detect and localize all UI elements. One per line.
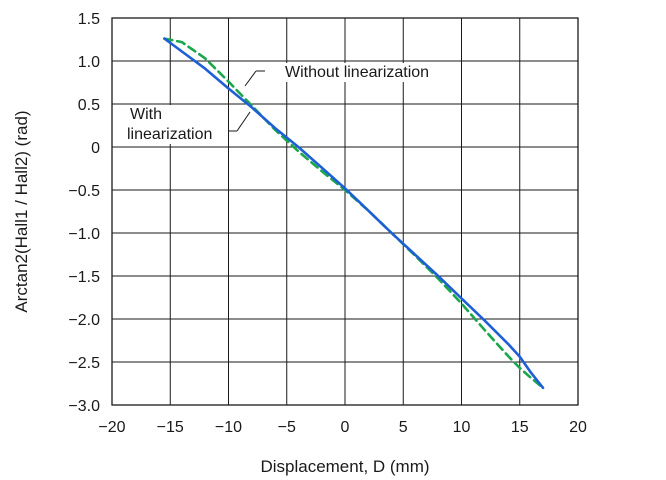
y-tick-label: −1.5 (68, 269, 100, 286)
y-tick-label: −0.5 (68, 183, 100, 200)
leader-line-without-linearization (244, 70, 257, 87)
y-tick-label: −2.5 (68, 355, 100, 372)
y-tick-label: −1.0 (68, 226, 100, 243)
x-tick-label: −20 (98, 419, 125, 436)
leader-line-with-linearization (236, 111, 251, 132)
y-tick-label: 0.5 (78, 97, 100, 114)
x-tick-label: −15 (157, 419, 184, 436)
series-line-with-linearization (163, 37, 545, 390)
y-tick-label: 1.5 (78, 11, 100, 28)
x-tick-label: 15 (511, 419, 529, 436)
x-tick-label: −10 (215, 419, 242, 436)
x-axis-label: Displacement, D (mm) (260, 457, 429, 476)
y-tick-label: 0 (91, 140, 100, 157)
y-axis-label: Arctan2(Hall1 / Hall2) (rad) (12, 110, 31, 312)
series-label-without-linearization: Without linearization (285, 64, 429, 81)
series-line-without-linearization (163, 37, 545, 390)
series-label-with-linearization-line1: With (130, 106, 162, 123)
annotation-background-with (124, 105, 216, 144)
x-tick-label: 0 (341, 419, 350, 436)
annotations: Without linearization With linearization (124, 63, 434, 144)
y-tick-label: −3.0 (68, 398, 100, 415)
annotation-background-without (281, 63, 434, 82)
x-tick-label: −5 (278, 419, 296, 436)
x-tick-label: 5 (399, 419, 408, 436)
y-tick-label: −2.0 (68, 312, 100, 329)
plot-frame (111, 17, 579, 406)
y-tick-label: 1.0 (78, 54, 100, 71)
x-tick-label: 20 (569, 419, 587, 436)
series-label-with-linearization-line2: linearization (127, 126, 212, 143)
series-layer (163, 37, 545, 390)
tick-labels: −20 −15 −10 −5 0 5 10 15 20 1.5 1.0 0.5 0 −0.5 −1.0 −1.… (68, 11, 587, 436)
x-tick-label: 10 (453, 419, 471, 436)
